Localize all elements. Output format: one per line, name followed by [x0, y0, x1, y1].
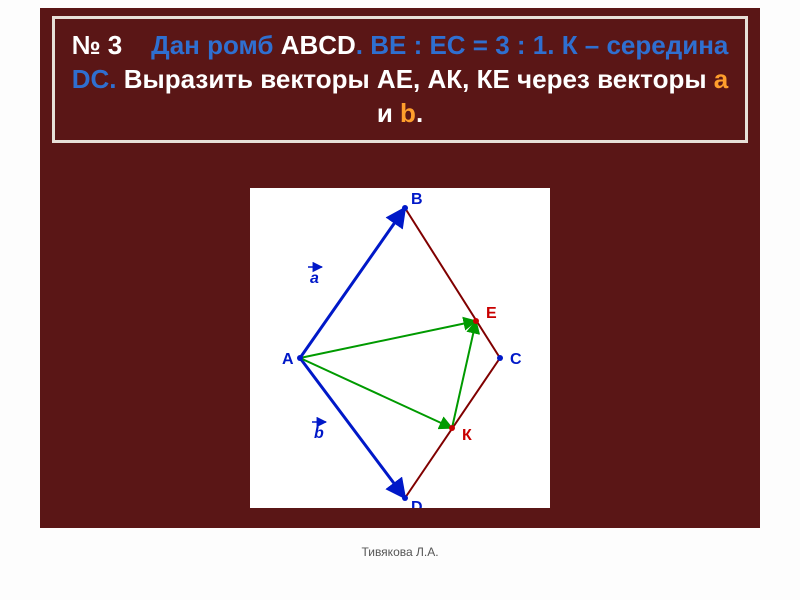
svg-text:D: D	[411, 499, 423, 508]
title-seg-1	[130, 30, 152, 60]
title-seg-abcd: ABCD	[281, 30, 356, 60]
rhombus-diagram: A B C D E Кa b	[250, 188, 550, 508]
svg-text:B: B	[411, 191, 423, 208]
title-vec-a: а	[714, 64, 728, 94]
slide-frame: № 3 Дан ромб ABCD. ВЕ : ЕС = 3 : 1. К – …	[40, 8, 760, 528]
svg-text:A: A	[282, 351, 294, 368]
title-seg-given: Дан ромб	[151, 30, 281, 60]
title-seg-task: Выразить векторы АЕ, АК, КЕ через вектор…	[124, 64, 714, 94]
title-vec-b: b	[400, 98, 416, 128]
title-seg-dot: .	[416, 98, 423, 128]
svg-text:C: C	[510, 351, 522, 368]
problem-number: № 3	[72, 30, 123, 60]
title-seg-and: и	[377, 98, 400, 128]
problem-title: № 3 Дан ромб ABCD. ВЕ : ЕС = 3 : 1. К – …	[52, 16, 748, 143]
diagram-svg: A B C D E Кa b	[250, 188, 550, 508]
svg-text:К: К	[462, 427, 472, 444]
svg-text:b: b	[314, 425, 324, 442]
svg-text:E: E	[486, 305, 497, 322]
author-credit: Тивякова Л.А.	[0, 545, 800, 559]
svg-text:a: a	[310, 270, 319, 287]
